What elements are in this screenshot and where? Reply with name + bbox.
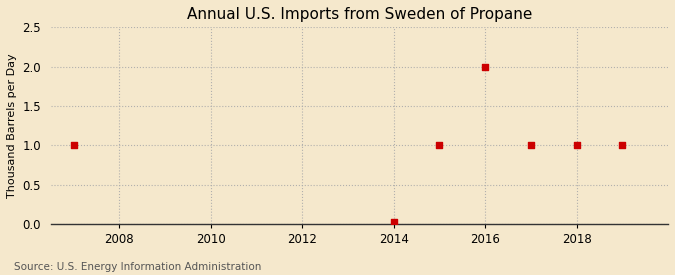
Title: Annual U.S. Imports from Sweden of Propane: Annual U.S. Imports from Sweden of Propa… xyxy=(187,7,532,22)
Text: Source: U.S. Energy Information Administration: Source: U.S. Energy Information Administ… xyxy=(14,262,261,272)
Point xyxy=(434,143,445,147)
Point xyxy=(617,143,628,147)
Point xyxy=(68,143,79,147)
Point xyxy=(571,143,582,147)
Point xyxy=(526,143,537,147)
Y-axis label: Thousand Barrels per Day: Thousand Barrels per Day xyxy=(7,53,17,198)
Point xyxy=(388,220,399,225)
Point xyxy=(480,64,491,69)
